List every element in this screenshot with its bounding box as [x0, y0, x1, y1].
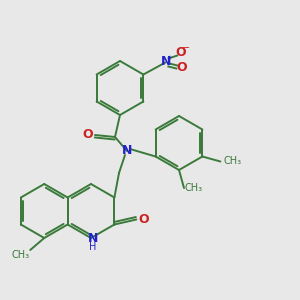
- Text: CH₃: CH₃: [11, 250, 29, 260]
- Text: O: O: [176, 61, 187, 74]
- Text: CH₃: CH₃: [185, 183, 203, 193]
- Text: O: O: [138, 213, 149, 226]
- Text: O: O: [83, 128, 93, 142]
- Text: +: +: [167, 55, 172, 61]
- Text: −: −: [182, 43, 190, 52]
- Text: CH₃: CH₃: [223, 157, 242, 166]
- Text: N: N: [122, 145, 132, 158]
- Text: N: N: [88, 232, 98, 244]
- Text: H: H: [89, 242, 97, 252]
- Text: O: O: [175, 46, 186, 59]
- Text: N: N: [161, 55, 172, 68]
